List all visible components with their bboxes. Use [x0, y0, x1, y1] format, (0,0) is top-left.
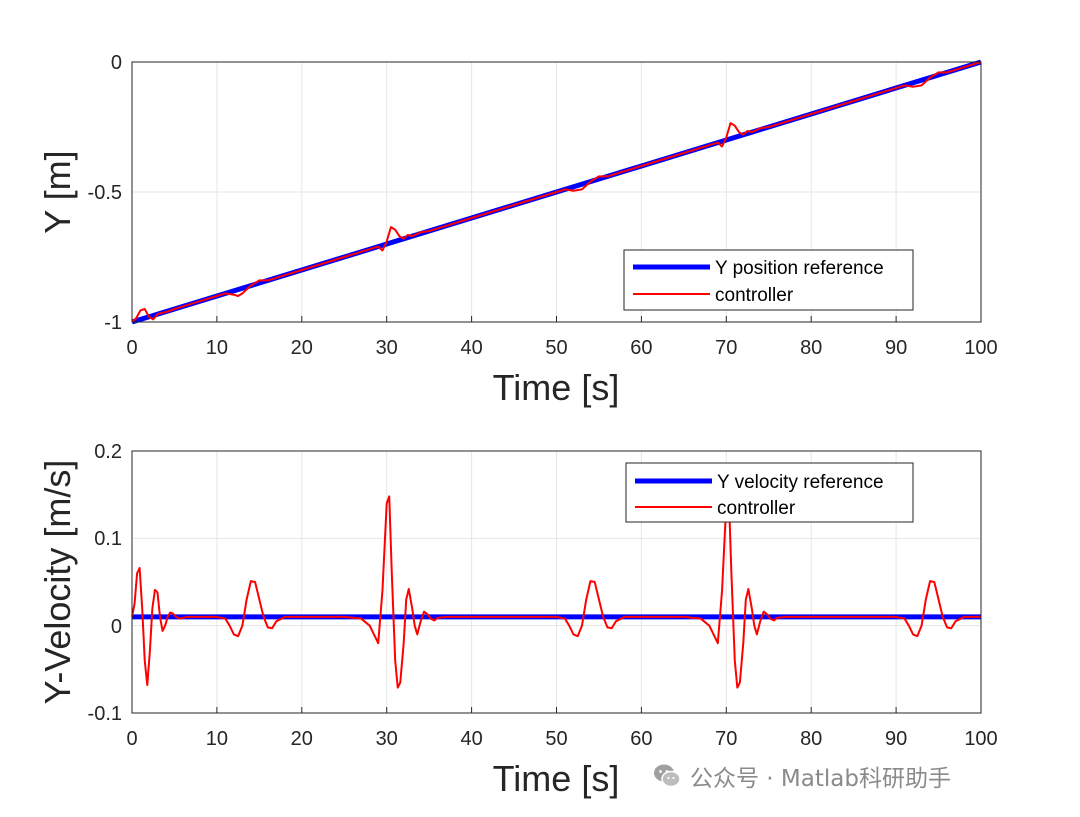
velocity-controller-line: [131, 495, 981, 689]
position-y-tick-label: -1: [104, 312, 122, 334]
position-legend-reference-label: Y position reference: [715, 258, 884, 279]
velocity-legend-box: [625, 462, 914, 523]
position-y-axis-label: Y [m]: [37, 150, 78, 233]
position-x-tick-label: 30: [376, 337, 398, 359]
velocity-x-axis-label: Time [s]: [493, 758, 620, 799]
velocity-x-tick-label: 30: [376, 728, 398, 750]
position-legend-controller-label: controller: [715, 285, 794, 306]
velocity-y-axis-label: Y-Velocity [m/s]: [37, 460, 78, 705]
position-controller-line: [131, 61, 982, 323]
position-x-tick-label: 20: [291, 337, 313, 359]
position-x-axis-label: Time [s]: [493, 367, 620, 408]
position-x-tick-label: 0: [126, 337, 137, 359]
position-x-tick-label: 90: [885, 337, 907, 359]
position-chart: -1 -0.5 0 0 10 20 30 40 50 60 70 80 90 100 Time [s…: [37, 52, 998, 408]
watermark: 公众号 · Matlab科研助手: [652, 758, 951, 794]
velocity-x-tick-label: 40: [460, 728, 482, 750]
velocity-x-tick-label: 20: [291, 728, 313, 750]
velocity-x-ticks: 0 10 20 30 40 50 60 70 80 90 100: [126, 707, 998, 750]
velocity-legend-reference-label: Y velocity reference: [717, 472, 884, 493]
position-x-tick-label: 100: [964, 337, 997, 359]
velocity-chart: -0.1 0 0.1 0.2 0 10 20 30 40 50 60 70 80 90 100 Ti…: [37, 441, 998, 799]
velocity-y-tick-label: 0.2: [94, 441, 122, 463]
wechat-icon: [654, 764, 681, 788]
watermark-text: 公众号 · Matlab科研助手: [690, 766, 951, 792]
position-legend-box: [623, 249, 914, 311]
velocity-x-tick-label: 80: [800, 728, 822, 750]
position-x-tick-label: 50: [545, 337, 567, 359]
velocity-x-tick-label: 0: [126, 728, 137, 750]
position-x-tick-label: 70: [715, 337, 737, 359]
velocity-x-tick-label: 10: [206, 728, 228, 750]
velocity-y-tick-label: -0.1: [88, 703, 122, 725]
position-y-tick-label: -0.5: [88, 182, 122, 204]
position-x-tick-label: 40: [460, 337, 482, 359]
velocity-y-tick-label: 0.1: [94, 528, 122, 550]
position-legend: Y position reference controller: [623, 249, 914, 311]
velocity-x-tick-label: 70: [715, 728, 737, 750]
position-y-ticks: -1 -0.5 0: [88, 52, 122, 334]
velocity-x-tick-label: 90: [885, 728, 907, 750]
velocity-legend: Y velocity reference controller: [625, 462, 914, 523]
velocity-x-tick-label: 100: [964, 728, 997, 750]
velocity-y-ticks: -0.1 0 0.1 0.2: [88, 441, 122, 725]
velocity-x-tick-label: 50: [545, 728, 567, 750]
velocity-legend-controller-label: controller: [717, 498, 796, 519]
position-x-tick-label: 60: [630, 337, 652, 359]
position-y-tick-label: 0: [111, 52, 122, 74]
position-x-tick-label: 10: [206, 337, 228, 359]
velocity-y-tick-label: 0: [111, 616, 122, 638]
position-x-ticks: 0 10 20 30 40 50 60 70 80 90 100: [126, 316, 998, 359]
position-x-tick-label: 80: [800, 337, 822, 359]
velocity-x-tick-label: 60: [630, 728, 652, 750]
